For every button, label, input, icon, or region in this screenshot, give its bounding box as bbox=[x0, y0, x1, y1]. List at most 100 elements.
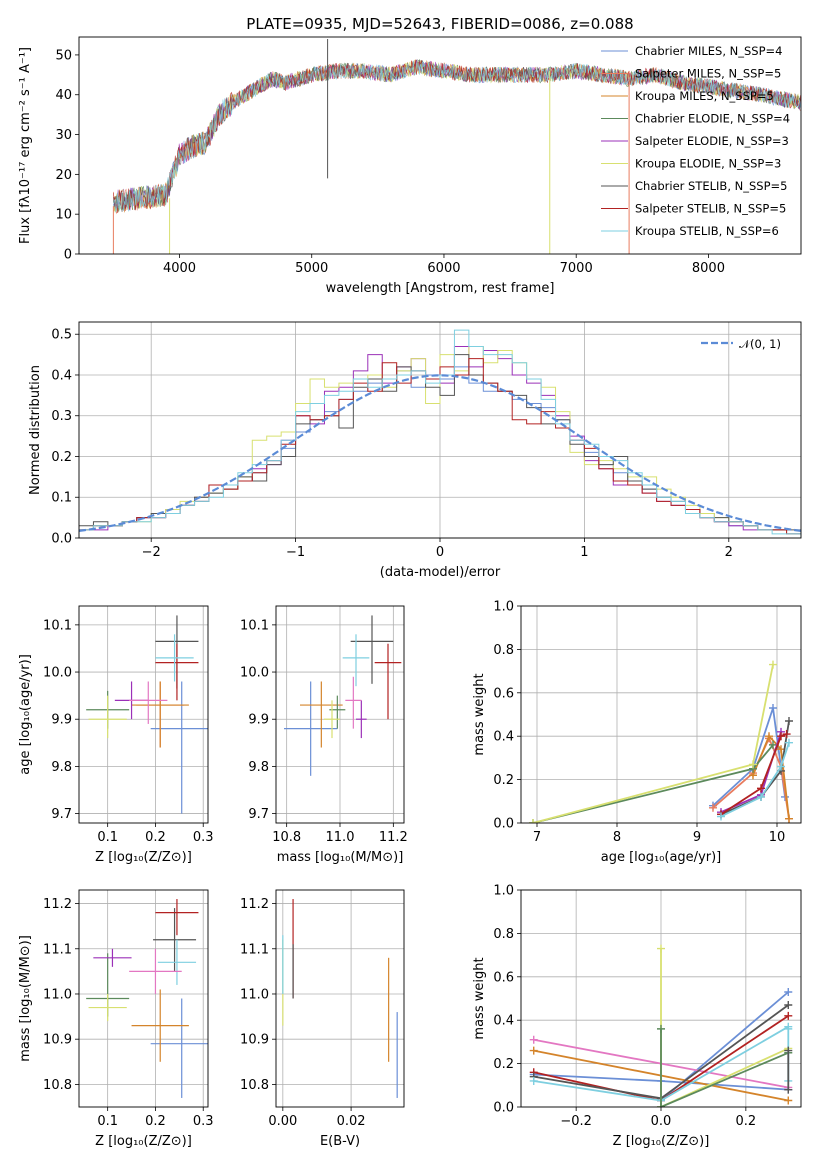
y-tick-label: 11.0 bbox=[43, 987, 72, 1002]
y-axis-label: Normed distribution bbox=[28, 365, 43, 495]
legend-label: Kroupa ELODIE, N_SSP=3 bbox=[635, 157, 781, 171]
histogram-step bbox=[79, 329, 801, 538]
y-axis-label: mass weight bbox=[472, 673, 487, 755]
y-tick-label: 0.1 bbox=[51, 491, 72, 506]
legend-label: Chabrier ELODIE, N_SSP=4 bbox=[635, 112, 790, 126]
y-tick-label: 10.1 bbox=[240, 618, 269, 633]
plus-marker bbox=[784, 1085, 793, 1094]
plus-marker bbox=[784, 987, 793, 996]
y-tick-label: 10.8 bbox=[240, 1078, 269, 1093]
x-tick-label: 4000 bbox=[163, 261, 196, 276]
y-tick-label: 0.2 bbox=[51, 450, 72, 465]
mass-weight-line bbox=[720, 742, 790, 818]
x-tick-label: 8000 bbox=[692, 261, 725, 276]
y-tick-label: 1.0 bbox=[493, 884, 514, 899]
x-axis-label: (data-model)/error bbox=[380, 565, 501, 580]
x-tick-label: 7 bbox=[533, 830, 541, 845]
x-tick-label: 2 bbox=[725, 545, 733, 560]
data-point bbox=[284, 681, 338, 776]
plus-marker bbox=[657, 1103, 665, 1107]
data-point bbox=[324, 700, 340, 739]
x-axis-label: age [log₁₀(age/yr)] bbox=[601, 850, 722, 865]
plus-marker bbox=[785, 738, 793, 747]
plot-area bbox=[86, 899, 208, 1098]
y-axis-label: mass weight bbox=[472, 957, 487, 1039]
x-tick-label: 7000 bbox=[560, 261, 593, 276]
mass-weight-line bbox=[712, 736, 790, 819]
mass-weight-line bbox=[660, 948, 789, 1107]
x-tick-label: 8 bbox=[613, 830, 621, 845]
y-tick-label: 10.9 bbox=[240, 1033, 269, 1048]
x-tick-label: 11.0 bbox=[326, 830, 355, 845]
legend-label: Salpeter MILES, N_SSP=5 bbox=[635, 67, 781, 81]
data-point bbox=[150, 681, 208, 814]
y-axis-label: age [log₁₀(age/yr)] bbox=[18, 654, 33, 775]
data-point bbox=[93, 948, 132, 967]
axes-mass-weight-vs-age: 7 8 9 10 0.0 0.2 0.4 0.6 0.8 1.0 age [log₁₀(age/yr… bbox=[472, 600, 802, 865]
data-point bbox=[300, 681, 343, 748]
data-point bbox=[155, 643, 199, 701]
y-tick-label: 9.7 bbox=[248, 807, 269, 822]
data-point bbox=[155, 634, 194, 682]
y-tick-label: 30 bbox=[55, 128, 72, 143]
plus-marker bbox=[769, 740, 777, 749]
x-tick-label: 1 bbox=[580, 545, 588, 560]
data-point bbox=[88, 695, 127, 739]
y-tick-label: 0 bbox=[64, 248, 72, 263]
plus-marker bbox=[777, 732, 785, 741]
y-tick-label: 11.0 bbox=[240, 987, 269, 1002]
y-tick-label: 0.2 bbox=[493, 773, 514, 788]
y-tick-label: 40 bbox=[55, 88, 72, 103]
plus-marker bbox=[717, 812, 725, 821]
x-tick-label: 0.0 bbox=[651, 1114, 672, 1129]
y-tick-label: 10 bbox=[55, 208, 72, 223]
mass-weight-line bbox=[712, 707, 786, 807]
axes-age-vs-mass: 10.8 11.0 11.2 9.7 9.8 9.9 10.0 10.1 mass [log₁₀… bbox=[240, 605, 408, 865]
y-tick-label: 1.0 bbox=[493, 600, 514, 615]
x-axis-label: mass [log₁₀(M/M⊙)] bbox=[277, 850, 404, 865]
x-tick-label: 0.3 bbox=[193, 1114, 214, 1129]
x-tick-label: 0 bbox=[436, 545, 444, 560]
plus-marker bbox=[657, 1024, 665, 1033]
y-tick-label: 11.1 bbox=[240, 942, 269, 957]
plot-area bbox=[112, 38, 801, 254]
x-tick-label: 0.3 bbox=[193, 830, 214, 845]
y-tick-label: 9.7 bbox=[51, 807, 72, 822]
y-tick-label: 0.6 bbox=[493, 686, 514, 701]
spectrum-line bbox=[113, 60, 801, 213]
x-tick-label: −2 bbox=[142, 545, 161, 560]
y-tick-label: 10.1 bbox=[43, 618, 72, 633]
data-point bbox=[88, 993, 127, 1022]
plus-marker bbox=[784, 1096, 793, 1105]
axes-mass-vs-Z: 0.1 0.2 0.3 10.8 10.9 11.0 11.1 11.2 Z [log₁₀(Z/… bbox=[18, 889, 214, 1149]
x-tick-label: 9 bbox=[693, 830, 701, 845]
y-tick-label: 9.8 bbox=[248, 760, 269, 775]
plot-area bbox=[86, 615, 208, 814]
plus-marker bbox=[784, 1046, 793, 1055]
y-tick-label: 9.9 bbox=[51, 713, 72, 728]
data-point bbox=[356, 700, 367, 739]
plus-marker bbox=[757, 792, 765, 801]
mass-weight-line bbox=[532, 664, 774, 823]
legend-label: Chabrier MILES, N_SSP=4 bbox=[635, 44, 782, 58]
x-tick-label: 6000 bbox=[427, 261, 460, 276]
axes-mass-weight-vs-Z: −0.2 0.0 0.2 0.0 0.2 0.4 0.6 0.8 1.0 Z [log₁₀(Z/Z… bbox=[472, 884, 802, 1149]
data-point bbox=[150, 998, 208, 1098]
spectrum-line bbox=[113, 60, 801, 213]
plus-marker bbox=[782, 730, 791, 739]
y-tick-label: 0.0 bbox=[51, 532, 72, 547]
legend-label: Kroupa STELIB, N_SSP=6 bbox=[635, 224, 779, 238]
x-tick-label: 11.2 bbox=[379, 830, 408, 845]
x-tick-label: 0.2 bbox=[145, 830, 166, 845]
y-tick-label: 50 bbox=[55, 48, 72, 63]
plus-marker bbox=[777, 762, 785, 771]
chart-title: PLATE=0935, MJD=52643, FIBERID=0086, z=0… bbox=[246, 15, 633, 33]
x-tick-label: −0.2 bbox=[560, 1114, 592, 1129]
axes-mass-vs-EBV: 0.00 0.02 10.8 10.9 11.0 11.1 11.2 E(B-V) bbox=[240, 889, 405, 1149]
legend-label: Chabrier STELIB, N_SSP=5 bbox=[635, 179, 787, 193]
legend-label: Kroupa MILES, N_SSP=5 bbox=[635, 89, 774, 103]
y-tick-label: 0.5 bbox=[51, 328, 72, 343]
plot-area bbox=[79, 329, 801, 538]
mass-weight-line bbox=[752, 734, 790, 819]
